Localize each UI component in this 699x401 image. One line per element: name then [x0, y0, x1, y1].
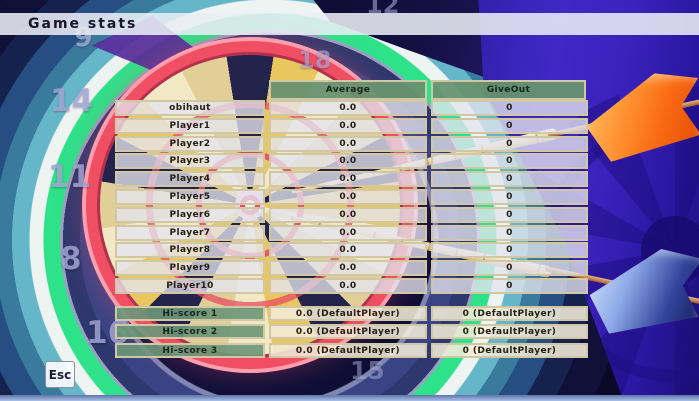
player-row: Player3 0.0 0	[115, 153, 588, 169]
player-name-cell: Player3	[115, 153, 265, 169]
player-giveout-cell: 0	[431, 278, 588, 294]
board-number-18: 18	[298, 46, 332, 74]
player-giveout-cell: 0	[431, 189, 588, 205]
table-header-row: Average GiveOut	[269, 80, 586, 100]
hiscore-row: Hi-score 1 0.0 (DefaultPlayer) 0 (Defaul…	[115, 306, 588, 321]
player-giveout-cell: 0	[431, 100, 588, 116]
hiscore-giveout-cell: 0 (DefaultPlayer)	[431, 306, 588, 321]
player-average-cell: 0.0	[269, 242, 427, 258]
board-number-8: 8	[60, 241, 82, 277]
hiscore-average-cell: 0.0 (DefaultPlayer)	[269, 343, 427, 358]
board-number-14: 14	[50, 83, 94, 119]
hiscore-label-cell: Hi-score 1	[115, 306, 265, 321]
player-giveout-cell: 0	[431, 118, 588, 134]
player-giveout-cell: 0	[431, 171, 588, 187]
column-header-giveout: GiveOut	[431, 80, 586, 100]
player-row: obihaut 0.0 0	[115, 100, 588, 116]
player-row: Player10 0.0 0	[115, 278, 588, 294]
player-average-cell: 0.0	[269, 278, 427, 294]
player-average-cell: 0.0	[269, 225, 427, 241]
hiscore-label-cell: Hi-score 3	[115, 343, 265, 358]
player-name-cell: Player6	[115, 207, 265, 223]
player-average-cell: 0.0	[269, 118, 427, 134]
player-average-cell: 0.0	[269, 100, 427, 116]
hiscore-average-cell: 0.0 (DefaultPlayer)	[269, 306, 427, 321]
board-number-11: 11	[48, 159, 92, 195]
player-average-cell: 0.0	[269, 171, 427, 187]
board-number-12: 12	[366, 0, 400, 19]
player-average-cell: 0.0	[269, 136, 427, 152]
title-bar: Game stats	[0, 13, 699, 35]
player-name-cell: Player2	[115, 136, 265, 152]
player-row: Player2 0.0 0	[115, 136, 588, 152]
player-giveout-cell: 0	[431, 207, 588, 223]
player-name-cell: Player4	[115, 171, 265, 187]
hiscore-label-cell: Hi-score 2	[115, 324, 265, 339]
player-row: Player8 0.0 0	[115, 242, 588, 258]
board-number-15: 15	[350, 356, 385, 385]
player-name-cell: Player10	[115, 278, 265, 294]
player-average-cell: 0.0	[269, 260, 427, 276]
player-average-cell: 0.0	[269, 153, 427, 169]
page-title: Game stats	[28, 16, 138, 32]
player-name-cell: Player1	[115, 118, 265, 134]
player-giveout-cell: 0	[431, 136, 588, 152]
player-row: Player6 0.0 0	[115, 207, 588, 223]
hiscore-average-cell: 0.0 (DefaultPlayer)	[269, 324, 427, 339]
player-giveout-cell: 0	[431, 260, 588, 276]
player-row: Player1 0.0 0	[115, 118, 588, 134]
player-giveout-cell: 0	[431, 153, 588, 169]
esc-button[interactable]: Esc	[45, 361, 75, 388]
player-giveout-cell: 0	[431, 225, 588, 241]
player-name-cell: Player9	[115, 260, 265, 276]
player-average-cell: 0.0	[269, 189, 427, 205]
player-row: Player4 0.0 0	[115, 171, 588, 187]
bottom-edge-strip	[0, 395, 699, 401]
player-average-cell: 0.0	[269, 207, 427, 223]
player-name-cell: Player8	[115, 242, 265, 258]
player-name-cell: Player7	[115, 225, 265, 241]
hiscore-row: Hi-score 3 0.0 (DefaultPlayer) 0 (Defaul…	[115, 343, 588, 358]
column-header-average: Average	[269, 80, 427, 100]
player-row: Player7 0.0 0	[115, 225, 588, 241]
player-row: Player9 0.0 0	[115, 260, 588, 276]
hiscore-row: Hi-score 2 0.0 (DefaultPlayer) 0 (Defaul…	[115, 324, 588, 339]
player-name-cell: Player5	[115, 189, 265, 205]
player-row: Player5 0.0 0	[115, 189, 588, 205]
player-giveout-cell: 0	[431, 242, 588, 258]
player-name-cell: obihaut	[115, 100, 265, 116]
hiscore-giveout-cell: 0 (DefaultPlayer)	[431, 324, 588, 339]
hiscore-giveout-cell: 0 (DefaultPlayer)	[431, 343, 588, 358]
